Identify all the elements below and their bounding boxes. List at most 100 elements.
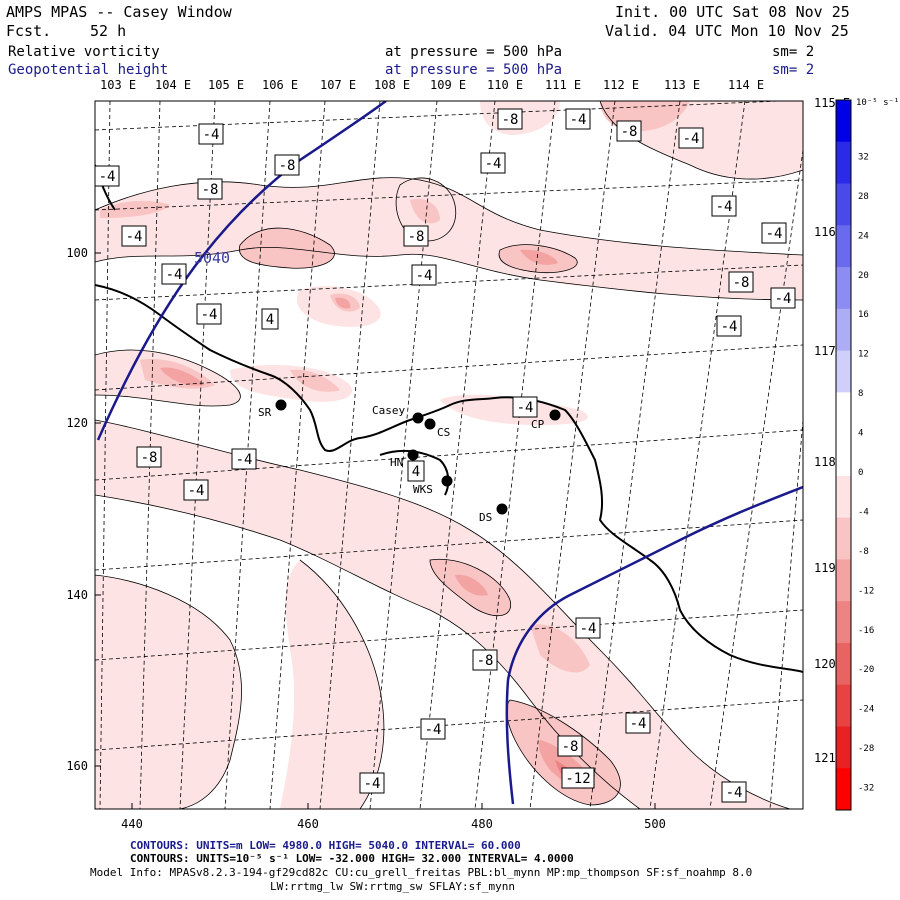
contour-label: -12 — [561, 767, 595, 789]
svg-text:-4: -4 — [766, 226, 783, 242]
longitude-label: 103 E — [100, 78, 137, 92]
svg-text:-8: -8 — [502, 112, 519, 128]
height-contours — [96, 101, 803, 805]
contour-label: -4 — [512, 396, 538, 418]
contour-label: -4 — [161, 263, 187, 285]
field1-smoothing: sm= 2 — [772, 44, 815, 60]
colorbar-tick: 4 — [858, 429, 863, 439]
contour-label: -4 — [575, 617, 601, 639]
colorbar-tick: -28 — [858, 744, 874, 754]
svg-text:-8: -8 — [562, 739, 579, 755]
svg-text:-4: -4 — [721, 319, 738, 335]
colorbar-segment — [836, 183, 851, 226]
colorbar-segment — [836, 267, 851, 310]
station-marker: CP — [531, 409, 561, 431]
svg-text:-4: -4 — [203, 127, 220, 143]
field2-name: Geopotential height — [8, 62, 169, 78]
station-label: CS — [437, 426, 450, 439]
field2-smoothing: sm= 2 — [772, 62, 815, 78]
longitude-label: 113 E — [664, 78, 701, 92]
model-info: Model Info: MPASv8.2.3-194-gf29cd82c CU:… — [90, 866, 753, 879]
svg-text:-4: -4 — [166, 267, 183, 283]
longitude-label: 109 E — [430, 78, 467, 92]
svg-text:-8: -8 — [733, 275, 750, 291]
colorbar-segment — [836, 517, 851, 560]
colorbar-segment — [836, 726, 851, 769]
svg-text:-4: -4 — [364, 776, 381, 792]
svg-text:-12: -12 — [565, 771, 590, 787]
contour-label: -4 — [678, 127, 704, 149]
contour-label: -4 — [761, 222, 787, 244]
contour-label: -8 — [616, 120, 642, 142]
svg-text:-4: -4 — [201, 307, 218, 323]
colorbar-segment — [836, 350, 851, 393]
contour-label: -8 — [403, 225, 429, 247]
station-marker: HN — [390, 449, 419, 469]
contour-label: -4 — [711, 195, 737, 217]
model-info-physics: LW:rrtmg_lw SW:rrtmg_sw SFLAY:sf_mynn — [270, 880, 516, 893]
station-marker: WKS — [413, 475, 453, 496]
station-label: HN — [390, 456, 403, 469]
contour-label: -4 — [198, 123, 224, 145]
svg-text:-4: -4 — [716, 199, 733, 215]
colorbar-tick: 32 — [858, 152, 869, 162]
colorbar-tick: -4 — [858, 507, 869, 517]
station-label: WKS — [413, 483, 433, 496]
colorbar-segment — [836, 308, 851, 352]
svg-text:-4: -4 — [580, 621, 597, 637]
contour-label: -4 — [770, 287, 796, 309]
colorbar-segment — [836, 642, 851, 686]
contour-label: -4 — [565, 108, 591, 130]
x-tick-label: 500 — [644, 817, 666, 831]
svg-text:-4: -4 — [425, 722, 442, 738]
colorbar-segment — [836, 434, 851, 477]
valid-time: Valid. 04 UTC Mon 10 Nov 25 — [605, 22, 849, 40]
svg-text:-4: -4 — [517, 400, 534, 416]
colorbar-segment — [836, 684, 851, 727]
contour-label: -8 — [472, 649, 498, 671]
contour-label: 4 — [261, 308, 279, 330]
field1-level: at pressure = 500 hPa — [385, 44, 563, 60]
vorticity-contour-info: CONTOURS: UNITS=10⁻⁵ s⁻¹ LOW= -32.000 HI… — [130, 852, 574, 865]
station-marker: SR — [258, 399, 287, 419]
colorbar-tick: 28 — [858, 192, 869, 202]
colorbar-tick: 12 — [858, 350, 869, 360]
field2-level: at pressure = 500 hPa — [385, 62, 563, 78]
colorbar-tick: 8 — [858, 389, 863, 399]
svg-text:-8: -8 — [279, 158, 296, 174]
init-time: Init. 00 UTC Sat 08 Nov 25 — [615, 3, 850, 21]
svg-text:-4: -4 — [126, 229, 143, 245]
colorbar-tick: -24 — [858, 705, 874, 715]
colorbar-tick: 16 — [858, 310, 869, 320]
height-contour-label: 5040 — [194, 249, 230, 267]
colorbar-tick: 24 — [858, 231, 869, 241]
svg-text:-4: -4 — [485, 156, 502, 172]
contour-label: -4 — [480, 152, 506, 174]
svg-text:-4: -4 — [726, 785, 743, 801]
colorbar-tick: -12 — [858, 586, 874, 596]
y-tick-label: 140 — [66, 588, 88, 602]
station-label: DS — [479, 511, 492, 524]
forecast-hour: 52 h — [90, 22, 127, 40]
svg-text:-8: -8 — [408, 229, 425, 245]
contour-label: 4 — [407, 460, 425, 482]
contour-label: -4 — [359, 772, 385, 794]
colorbar-segment — [836, 392, 851, 435]
contour-label: -4 — [721, 781, 747, 803]
longitude-label: 111 E — [545, 78, 582, 92]
y-tick-label: 160 — [66, 759, 88, 773]
station-group: SR Casey CS CP HN WKS DS — [258, 399, 561, 524]
svg-text:-4: -4 — [570, 112, 587, 128]
colorbar-tick: 20 — [858, 271, 869, 281]
contour-label: -8 — [728, 271, 754, 293]
contour-label: -8 — [557, 735, 583, 757]
x-tick-label: 440 — [121, 817, 143, 831]
station-marker: Casey — [372, 404, 424, 424]
colorbar-segment — [836, 601, 851, 644]
contour-label: -4 — [183, 479, 209, 501]
contour-label: -4 — [94, 165, 120, 187]
contour-label: -4 — [121, 225, 147, 247]
colorbar-tick: -8 — [858, 547, 869, 557]
contour-label-group: -4 -8 -8 -4 -4 -4 -4 4 -8 -4 -8 -4 -4 -4 -4 -8 -4 -8 -4 -4 -… — [94, 108, 796, 803]
contour-label: -8 — [136, 446, 162, 468]
